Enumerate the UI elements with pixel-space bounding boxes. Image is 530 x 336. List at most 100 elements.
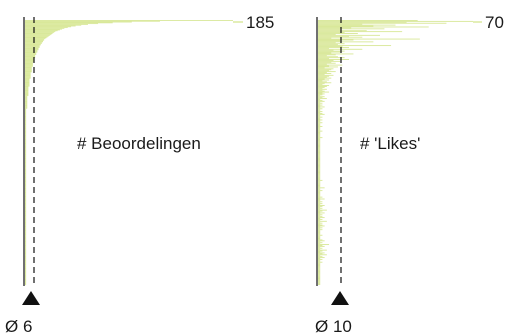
bar (25, 57, 36, 59)
bar (25, 64, 33, 66)
bar (25, 220, 27, 222)
bar (318, 267, 321, 269)
bar (318, 25, 374, 27)
bar (25, 221, 27, 223)
bar (25, 186, 27, 188)
bar (25, 35, 50, 36)
bar (25, 78, 30, 80)
bar (25, 20, 160, 22)
bar (25, 110, 27, 112)
bar (318, 131, 321, 133)
bar (25, 171, 27, 173)
bar (318, 201, 323, 203)
bar (25, 56, 36, 58)
bar (25, 227, 27, 229)
bar (25, 118, 27, 120)
bar (318, 281, 321, 283)
bar (318, 157, 321, 159)
bar (25, 54, 36, 56)
bar (318, 192, 321, 194)
bar (318, 253, 323, 255)
bar (25, 90, 29, 92)
bar (25, 92, 29, 94)
bar (318, 149, 321, 151)
bar (318, 83, 325, 85)
bar (25, 104, 28, 106)
bar (318, 124, 321, 126)
bar (318, 239, 323, 241)
bar (318, 225, 325, 227)
bar (318, 160, 321, 162)
bar (25, 44, 41, 46)
bar (318, 214, 323, 216)
bar (318, 27, 352, 29)
bar (25, 122, 27, 124)
bar (318, 144, 321, 146)
bar-series (25, 20, 233, 286)
bar (318, 114, 321, 116)
bar (25, 116, 27, 118)
bar (25, 76, 31, 78)
bar (318, 276, 321, 278)
bar (25, 180, 27, 182)
bar (318, 197, 321, 199)
bar (318, 187, 325, 189)
bar (318, 58, 330, 60)
bar (318, 71, 336, 73)
mean-marker-triangle-icon (22, 291, 40, 305)
bar (25, 267, 27, 269)
bar (25, 119, 27, 121)
bar (25, 216, 27, 218)
bar (25, 130, 27, 132)
bar (25, 197, 27, 199)
bar (25, 246, 27, 248)
bar (25, 268, 27, 270)
bar (318, 271, 321, 273)
bar (25, 109, 27, 111)
bar (25, 73, 31, 75)
bar (25, 256, 27, 258)
bar (25, 184, 27, 186)
bar (318, 90, 325, 92)
bar (318, 168, 321, 170)
bar (25, 164, 27, 166)
bar (25, 166, 27, 168)
bar (318, 156, 321, 158)
bar (318, 161, 321, 163)
bar (25, 157, 27, 159)
bar (25, 171, 27, 172)
bar (318, 43, 345, 45)
bar (25, 179, 27, 181)
bar (25, 160, 27, 161)
bar (318, 51, 341, 53)
bar (25, 172, 27, 174)
bar (25, 31, 55, 33)
bar (318, 22, 447, 24)
bar (318, 118, 321, 120)
bar (25, 225, 27, 227)
bar (318, 87, 323, 89)
bar (25, 265, 27, 267)
bar (318, 69, 332, 71)
bar (25, 149, 27, 151)
bar (25, 95, 28, 97)
bar (318, 283, 321, 285)
bar (25, 72, 31, 74)
bar (318, 280, 321, 282)
bar (318, 122, 323, 124)
bar (25, 45, 40, 47)
bar (318, 240, 325, 242)
bar (25, 61, 34, 63)
bar (25, 159, 27, 161)
bar (25, 115, 27, 117)
bar (318, 229, 323, 231)
bar (25, 47, 39, 49)
bar (318, 128, 321, 130)
bar (318, 218, 321, 219)
bar (25, 105, 28, 107)
bar (25, 98, 28, 100)
bar (25, 278, 27, 280)
bar (318, 211, 321, 213)
bar (25, 243, 27, 245)
bar (25, 210, 27, 212)
